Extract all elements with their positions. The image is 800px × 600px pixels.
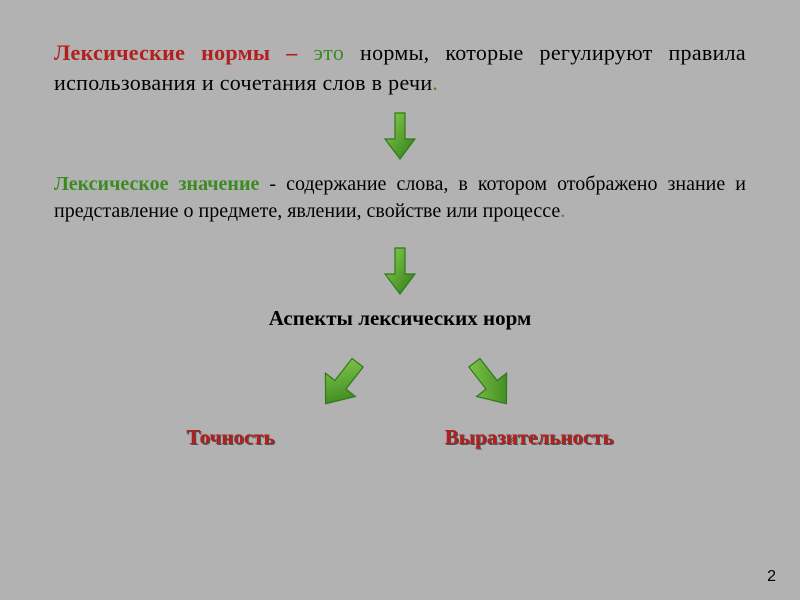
arrow-down-1-wrap (54, 111, 746, 161)
slide-container: Лексические нормы – это нормы, которые р… (0, 0, 800, 600)
arrow-diag-left-icon (306, 355, 376, 413)
definition-lexical-meaning: Лексическое значение - содержание слова,… (54, 171, 746, 224)
dash-2: - (259, 173, 286, 195)
term-lexical-meaning: Лексическое значение (54, 173, 259, 195)
word-eto: это (313, 40, 344, 65)
branch-row: Точность Точность Выразительность Вырази… (54, 425, 746, 450)
branch-right-label: Выразительность (445, 425, 614, 449)
branch-left-label: Точность (186, 425, 274, 449)
branch-right: Выразительность Выразительность (445, 425, 614, 450)
arrow-diag-right-icon (456, 355, 526, 413)
dash-1: – (270, 40, 313, 65)
page-number: 2 (767, 568, 776, 586)
arrow-down-icon (383, 246, 417, 296)
arrow-down-2-wrap (54, 246, 746, 296)
para2-period: . (560, 200, 565, 222)
branch-left: Точность Точность (186, 425, 274, 450)
arrow-down-icon (383, 111, 417, 161)
para1-period: . (432, 70, 438, 95)
heading-aspects: Аспекты лексических норм (54, 306, 746, 331)
branch-arrows-wrap (54, 355, 746, 417)
definition-lexical-norms: Лексические нормы – это нормы, которые р… (54, 38, 746, 97)
term-lexical-norms: Лексические нормы (54, 40, 270, 65)
